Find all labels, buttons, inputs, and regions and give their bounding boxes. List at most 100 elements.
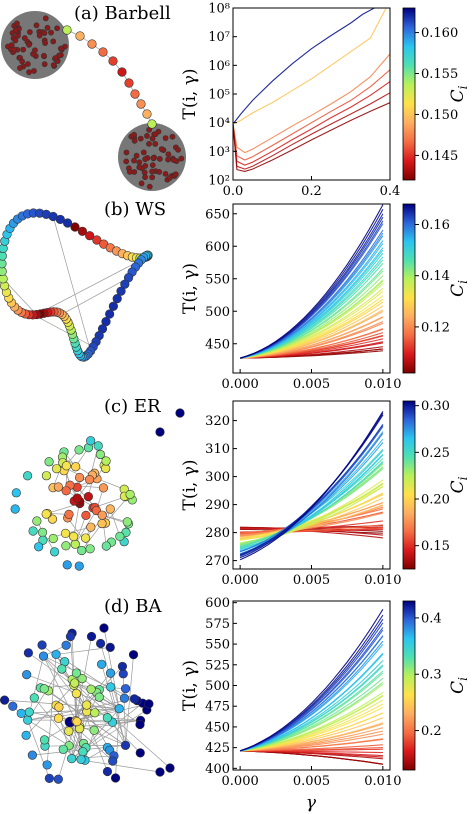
- x-axis-title: γ: [306, 793, 317, 813]
- graph-node: [115, 531, 125, 541]
- graph-node: [40, 52, 47, 59]
- colorbar-tick-label: 0.4: [421, 611, 442, 626]
- graph-node: [85, 231, 95, 241]
- graph-node: [17, 65, 23, 71]
- y-tick-label: 575: [205, 617, 230, 632]
- y-axis-title: T(i, γ): [180, 68, 200, 119]
- graph-node: [146, 140, 152, 147]
- graph-edge: [56, 647, 111, 655]
- graph-node: [102, 713, 112, 723]
- graph-node: [152, 141, 159, 147]
- graph-node: [12, 37, 19, 44]
- graph-node: [31, 68, 37, 74]
- graph-node: [156, 155, 163, 162]
- graph-node: [120, 279, 130, 289]
- graph-node: [117, 67, 127, 77]
- graph-node: [108, 56, 118, 66]
- graph-node: [60, 528, 71, 538]
- graph-node: [131, 157, 137, 164]
- y-tick-label: 10³: [208, 145, 230, 160]
- graph-edge: [27, 698, 135, 721]
- colorbar-tick-label: 0.12: [421, 320, 450, 335]
- colorbar: [402, 600, 416, 771]
- x-tick-label: 0.005: [293, 573, 330, 588]
- y-tick-label: 475: [205, 700, 230, 715]
- graph-node: [42, 760, 52, 770]
- graph-node: [26, 69, 32, 76]
- graph-node: [36, 32, 43, 39]
- graph-node: [29, 693, 39, 703]
- graph-node: [96, 638, 106, 649]
- graph-node: [140, 149, 147, 156]
- y-tick-label: 10⁴: [208, 116, 230, 131]
- series-line: [233, 81, 390, 166]
- graph-node: [74, 445, 84, 455]
- colorbar-tick-label: 0.15: [421, 539, 450, 554]
- panel-label-d: (d) BA: [104, 596, 163, 617]
- graph-node: [75, 31, 85, 41]
- series-line: [233, 102, 390, 172]
- colorbar-tick-label: 0.14: [421, 269, 450, 284]
- y-tick-label: 310: [205, 442, 230, 457]
- graph-node: [125, 489, 135, 500]
- graph-edge: [36, 520, 55, 553]
- graph-edge: [43, 655, 88, 712]
- graph-node: [86, 684, 96, 694]
- chart-er: 0.000 0.005 0.010 270 280 290 300 310 320 T(i, γ)…: [180, 399, 470, 588]
- graph-node: [169, 133, 176, 140]
- chart-barbell: 0.0 0.2 0.4 10² 10³ 10⁴ 10⁵ 10⁶ 10⁷ 10⁸ T(i, γ) 0.1…: [180, 2, 470, 200]
- graph-node: [131, 137, 138, 144]
- graph-node: [149, 168, 156, 175]
- graph-node: [119, 693, 130, 703]
- graph-node: [21, 730, 31, 740]
- y-tick-label: 10⁸: [208, 2, 230, 17]
- y-tick-label: 525: [205, 658, 230, 673]
- graph-node: [0, 695, 10, 705]
- graph-edge: [43, 655, 171, 769]
- graph-node: [95, 449, 105, 460]
- y-tick-label: 600: [205, 240, 230, 255]
- graph-node: [24, 707, 34, 717]
- graph-node: [14, 20, 20, 27]
- y-tick-label: 550: [205, 272, 230, 287]
- graph-node: [144, 132, 150, 139]
- series-line: [233, 69, 390, 161]
- graph-node: [178, 155, 185, 162]
- graph-node: [52, 464, 62, 474]
- series-line: [233, 8, 375, 125]
- colorbar: [402, 203, 416, 374]
- graph-node: [166, 175, 173, 181]
- graph-node: [172, 171, 179, 178]
- colorbar-tick-label: 0.30: [421, 399, 450, 414]
- graph-node: [106, 682, 116, 692]
- graph-node: [101, 456, 111, 466]
- graph-node: [133, 152, 140, 159]
- network-barbell: [1, 11, 186, 191]
- x-tick-label: 0.005: [293, 774, 330, 789]
- graph-node: [137, 135, 144, 142]
- colorbar-label: Ci: [448, 476, 470, 493]
- graph-node: [96, 659, 107, 669]
- graph-node: [93, 441, 103, 451]
- graph-node: [120, 740, 131, 750]
- graph-node: [14, 32, 21, 39]
- graph-node: [114, 704, 124, 714]
- graph-node: [165, 763, 175, 773]
- graph-node: [123, 158, 130, 165]
- graph-node: [142, 156, 149, 163]
- graph-node: [131, 131, 137, 138]
- graph-node: [11, 46, 17, 53]
- y-tick-label: 600: [205, 596, 230, 611]
- x-tick-label: 0.000: [222, 774, 259, 789]
- series-line: [239, 204, 384, 359]
- graph-node: [50, 38, 57, 45]
- y-axis-title: T(i, γ): [180, 459, 200, 510]
- network-ba: [0, 623, 175, 784]
- graph-node: [77, 226, 87, 236]
- graph-node: [37, 640, 47, 650]
- graph-node: [32, 516, 42, 526]
- x-tick-label: 0.4: [380, 184, 401, 199]
- graph-node: [11, 488, 21, 498]
- colorbar-label: Ci: [448, 280, 470, 297]
- colorbar-tick-label: 0.25: [421, 446, 450, 461]
